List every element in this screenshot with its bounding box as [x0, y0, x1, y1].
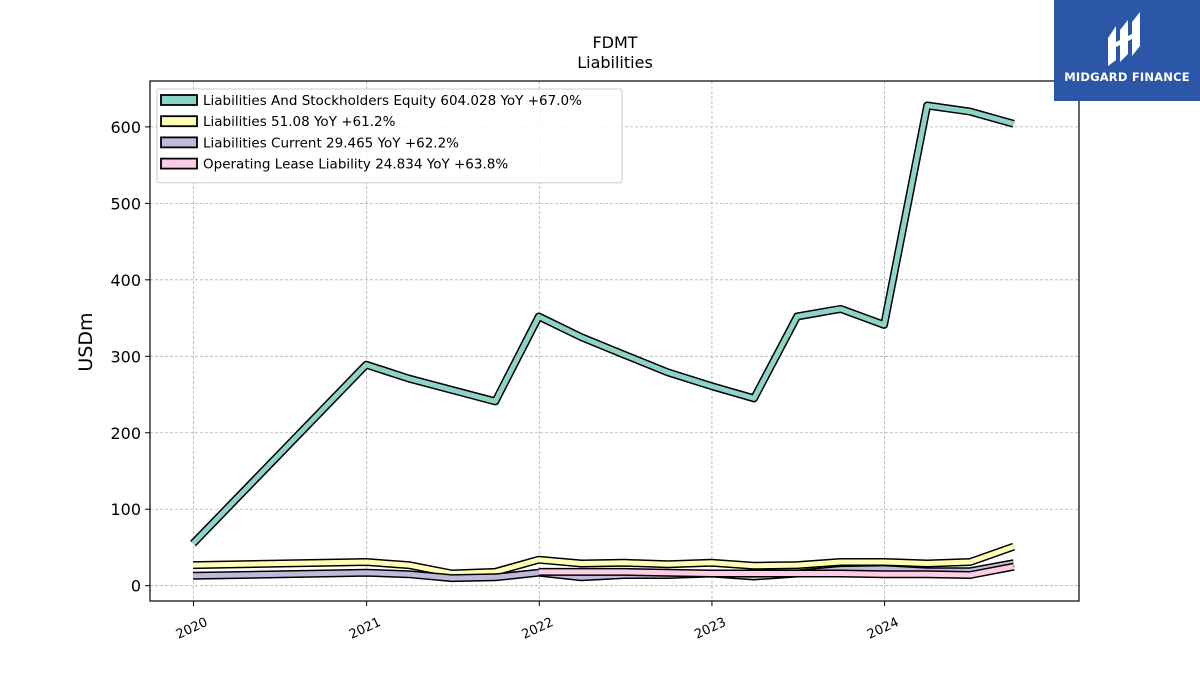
series-line-stroke: [538, 564, 1015, 578]
legend-label: Operating Lease Liability 24.834 YoY +63…: [203, 157, 508, 173]
logo-text: MIDGARD FINANCE: [1064, 70, 1190, 84]
legend-swatch: [160, 94, 198, 106]
y-tick-label: 100: [110, 500, 141, 519]
legend-label: Liabilities And Stockholders Equity 604.…: [203, 93, 582, 109]
series-line-stroke: [191, 103, 1015, 546]
x-tick-label: 2020: [174, 615, 210, 643]
legend-swatch: [160, 157, 198, 170]
x-tick-label: 2022: [520, 615, 556, 643]
x-tick-label: 2024: [865, 615, 901, 643]
y-tick-label: 600: [110, 118, 141, 137]
midgard-logo-icon: [1108, 12, 1140, 66]
y-tick-label: 300: [110, 347, 141, 366]
series-line: [538, 562, 1015, 579]
series-line-stroke: [192, 544, 1015, 576]
legend-label: Liabilities 51.08 YoY +61.2%: [203, 114, 396, 130]
legend-label: Liabilities Current 29.465 YoY +62.2%: [203, 135, 459, 151]
legend-swatch: [160, 115, 198, 128]
plot-frame: [149, 80, 1080, 602]
chart-title: FDMT: [592, 33, 637, 52]
legend: Liabilities And Stockholders Equity 604.…: [156, 88, 623, 184]
y-tick-label: 500: [110, 194, 141, 213]
series-layer: [190, 101, 1016, 583]
legend-swatch: [160, 136, 198, 149]
y-tick-label: 400: [110, 271, 141, 290]
x-tick-label: 2023: [692, 615, 728, 643]
midgard-finance-logo: MIDGARD FINANCE: [1054, 0, 1200, 101]
y-tick-label: 0: [131, 577, 141, 596]
x-tick-label: 2021: [347, 615, 383, 643]
y-tick-label: 200: [110, 424, 141, 443]
legend-box: [156, 88, 623, 184]
chart-subtitle: Liabilities: [577, 53, 653, 72]
y-axis-label: USDm: [75, 312, 97, 371]
series-line: [190, 101, 1015, 547]
series-line: [192, 542, 1016, 578]
